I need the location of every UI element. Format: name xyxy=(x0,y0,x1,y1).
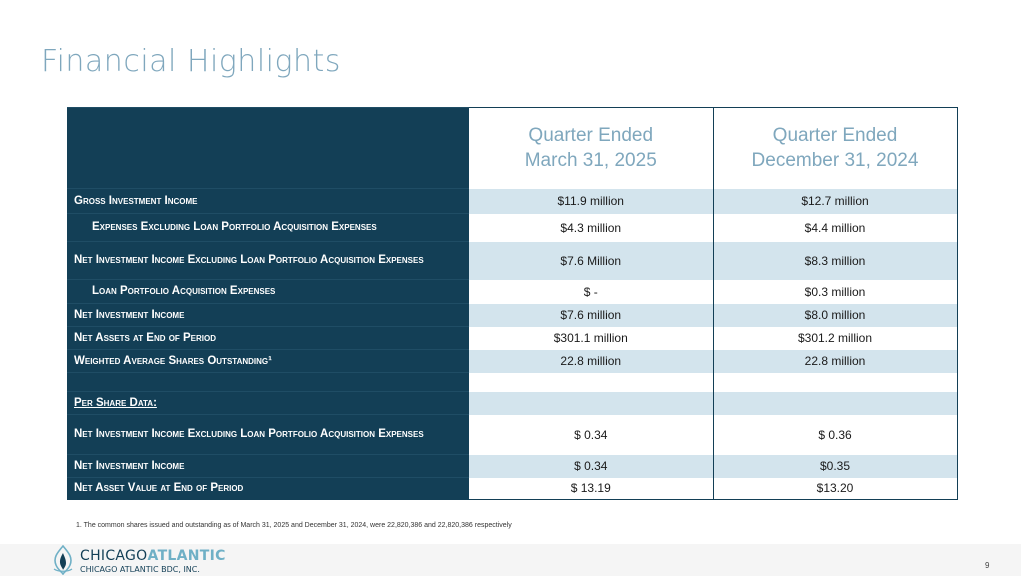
footer-bar xyxy=(0,544,1021,576)
row-label: Net Assets at End of Period xyxy=(67,326,469,350)
row-label: Net Investment Income Excluding Loan Por… xyxy=(67,414,469,455)
flame-logo-icon xyxy=(53,545,73,575)
row-value-q1: $7.6 million xyxy=(469,303,714,327)
logo-name-part2: ATLANTIC xyxy=(147,548,226,564)
page-title: Financial Highlights xyxy=(41,44,341,79)
row-label: Weighted Average Shares Outstanding¹ xyxy=(67,349,469,373)
row-value-q2: $12.7 million xyxy=(713,188,958,214)
table-row: Net Investment Income Excluding Loan Por… xyxy=(67,241,958,280)
row-value-q2: $0.35 xyxy=(713,454,958,478)
column-header-q4-line2: December 31, 2024 xyxy=(751,150,919,172)
financial-highlights-table: Quarter Ended March 31, 2025 Quarter End… xyxy=(67,107,958,500)
table-header-row: Quarter Ended March 31, 2025 Quarter End… xyxy=(67,107,958,189)
row-label xyxy=(67,372,469,392)
row-label: Net Investment Income xyxy=(67,454,469,478)
table-row: Weighted Average Shares Outstanding¹ 22.… xyxy=(67,349,958,373)
table-row: Net Investment Income Excluding Loan Por… xyxy=(67,414,958,455)
table-row-section: Per Share Data: xyxy=(67,391,958,415)
row-value-q1 xyxy=(469,372,714,392)
row-value-q2: $8.3 million xyxy=(713,241,958,280)
table-row-spacer xyxy=(67,372,958,392)
row-label: Loan Portfolio Acquisition Expenses xyxy=(67,279,469,304)
column-header-q1-2025: Quarter Ended March 31, 2025 xyxy=(469,107,714,189)
row-value-q2: $4.4 million xyxy=(713,213,958,242)
row-label: Per Share Data: xyxy=(74,396,157,409)
row-label: Expenses Excluding Loan Portfolio Acquis… xyxy=(67,213,469,242)
row-value-q2: $0.3 million xyxy=(713,279,958,304)
company-logo-name: CHICAGOATLANTIC xyxy=(80,548,226,564)
row-value-q2: 22.8 million xyxy=(713,349,958,373)
row-label: Gross Investment Income xyxy=(67,188,469,214)
company-logo-subtitle: CHICAGO ATLANTIC BDC, INC. xyxy=(80,565,200,574)
table-row: Net Assets at End of Period $301.1 milli… xyxy=(67,326,958,350)
table-row: Net Investment Income $ 0.34 $0.35 xyxy=(67,454,958,478)
row-value-q1: $ 13.19 xyxy=(469,477,714,500)
column-header-q4-2024: Quarter Ended December 31, 2024 xyxy=(713,107,958,189)
column-header-q4-line1: Quarter Ended xyxy=(772,125,898,147)
row-value-q2 xyxy=(713,372,958,392)
row-value-q1: 22.8 million xyxy=(469,349,714,373)
row-label: Net Asset Value at End of Period xyxy=(67,477,469,500)
row-value-q2: $301.2 million xyxy=(713,326,958,350)
column-header-q1-line2: March 31, 2025 xyxy=(524,150,657,172)
row-label: Net Investment Income Excluding Loan Por… xyxy=(67,241,469,280)
table-row: Net Asset Value at End of Period $ 13.19… xyxy=(67,477,958,500)
row-value-q2: $ 0.36 xyxy=(713,414,958,455)
table-row: Expenses Excluding Loan Portfolio Acquis… xyxy=(67,213,958,242)
row-value-q1: $11.9 million xyxy=(469,188,714,214)
footnote: 1. The common shares issued and outstand… xyxy=(76,522,512,529)
row-value-q1: $ 0.34 xyxy=(469,454,714,478)
row-value-q1: $301.1 million xyxy=(469,326,714,350)
page-number: 9 xyxy=(985,561,990,570)
table-row: Gross Investment Income $11.9 million $1… xyxy=(67,188,958,214)
table-row: Net Investment Income $7.6 million $8.0 … xyxy=(67,303,958,327)
row-value-q1: $7.6 Million xyxy=(469,241,714,280)
row-value-q2: $13.20 xyxy=(713,477,958,500)
row-value-q1: $ - xyxy=(469,279,714,304)
row-value-q2 xyxy=(713,391,958,415)
table-row: Loan Portfolio Acquisition Expenses $ - … xyxy=(67,279,958,304)
per-share-section-label: Per Share Data: xyxy=(67,391,469,415)
row-value-q1: $4.3 million xyxy=(469,213,714,242)
row-value-q1: $ 0.34 xyxy=(469,414,714,455)
row-value-q1 xyxy=(469,391,714,415)
row-label: Net Investment Income xyxy=(67,303,469,327)
logo-name-part1: CHICAGO xyxy=(80,548,148,564)
header-blank-cell xyxy=(67,107,469,189)
row-value-q2: $8.0 million xyxy=(713,303,958,327)
column-header-q1-line1: Quarter Ended xyxy=(528,125,654,147)
